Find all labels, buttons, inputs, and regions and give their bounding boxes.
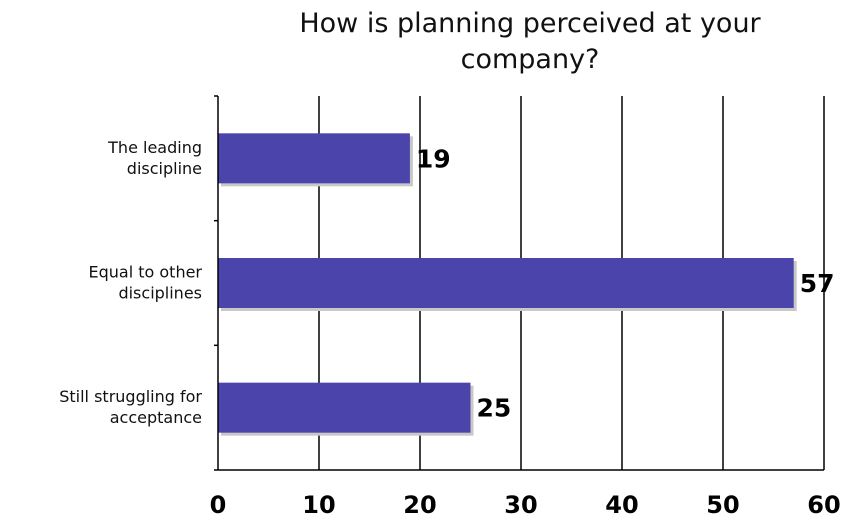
x-tick-label: 0 <box>210 491 227 519</box>
labels: 0 10 20 30 40 50 60 19 The leading discipline 57 Eq… <box>59 138 840 519</box>
category-label: The leading <box>107 138 202 157</box>
axes <box>214 95 824 471</box>
bar <box>218 133 410 184</box>
x-tick-label: 20 <box>403 491 436 519</box>
data-label: 19 <box>416 144 451 173</box>
category-label: acceptance <box>110 408 202 427</box>
data-label: 57 <box>800 269 835 298</box>
category-label: disciplines <box>118 284 202 303</box>
x-tick-label: 60 <box>807 491 840 519</box>
category-label: Still struggling for <box>59 387 202 406</box>
x-tick-label: 30 <box>504 491 537 519</box>
bar <box>218 258 794 308</box>
x-tick-label: 50 <box>706 491 739 519</box>
chart-title: How is planning perceived at your compan… <box>299 8 761 75</box>
bar <box>218 382 471 433</box>
x-tick-label: 10 <box>302 491 335 519</box>
data-label: 25 <box>477 394 512 423</box>
category-label: Equal to other <box>88 263 202 282</box>
category-label: discipline <box>127 159 202 178</box>
x-tick-label: 40 <box>605 491 638 519</box>
bars <box>218 133 797 436</box>
